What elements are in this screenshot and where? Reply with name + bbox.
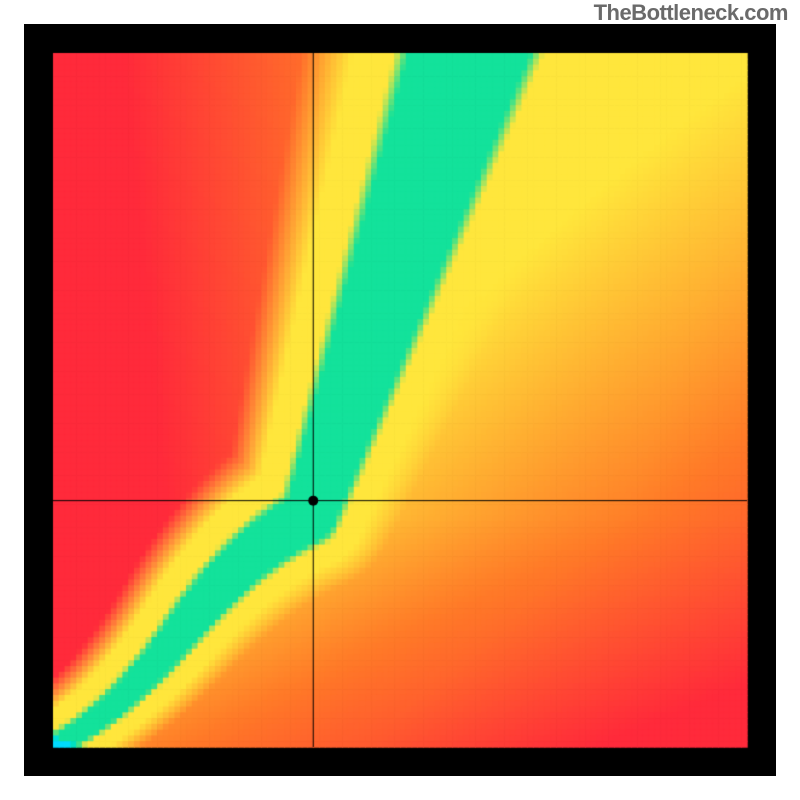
bottleneck-heatmap-canvas [24,24,776,776]
watermark-text: TheBottleneck.com [594,0,788,26]
bottleneck-heatmap-frame [24,24,776,776]
